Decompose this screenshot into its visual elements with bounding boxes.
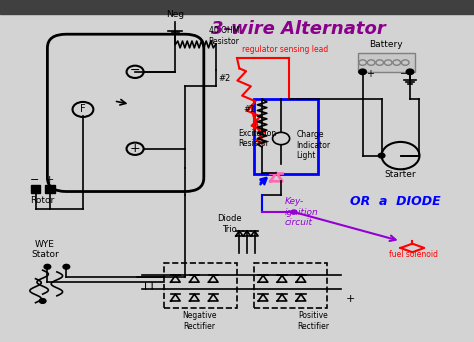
Text: Starter: Starter [385,170,416,179]
Text: −: − [400,69,408,79]
Text: Diode
Trio: Diode Trio [218,214,242,234]
Circle shape [359,69,366,75]
Text: OR  a  DIODE: OR a DIODE [350,195,441,208]
Text: 40 OHM
Resistor: 40 OHM Resistor [209,26,239,45]
Text: Negative
Rectifier: Negative Rectifier [182,311,216,331]
Text: F: F [80,104,86,115]
Text: #1: #1 [244,105,256,114]
Text: Neg: Neg [166,10,184,19]
Text: Key-
ignition
circuit: Key- ignition circuit [284,197,318,227]
Text: 3-wire Alternator: 3-wire Alternator [211,20,386,38]
Circle shape [39,299,46,303]
Text: +: + [130,142,140,155]
Circle shape [63,264,70,269]
Text: Battery: Battery [370,40,403,49]
Text: Excitation
Resistor: Excitation Resistor [238,129,277,148]
Text: +: + [45,175,55,185]
Text: −: − [29,175,39,185]
Bar [358,53,415,72]
Bar [164,263,237,308]
FancyBboxPatch shape [47,34,204,192]
Bar [45,185,55,193]
Circle shape [44,264,51,269]
Text: +: + [366,69,374,79]
Circle shape [291,210,297,214]
Circle shape [378,153,385,158]
Text: fuel solenoid: fuel solenoid [389,250,438,259]
Text: regulator sensing lead: regulator sensing lead [242,45,328,54]
Bar [0,0,474,14]
Circle shape [406,69,414,75]
Text: #2: #2 [218,74,230,83]
Text: l l: l l [145,281,154,292]
Text: +: + [346,294,356,304]
Text: −: − [130,64,140,77]
Bar [254,99,318,174]
Text: Rotor: Rotor [30,196,55,205]
Bar [31,185,40,193]
Text: Charge
Indicator
Light: Charge Indicator Light [296,130,330,160]
Bar [254,263,327,308]
Text: Positive
Rectifier: Positive Rectifier [297,311,329,331]
Text: WYE
Stator: WYE Stator [31,240,59,259]
